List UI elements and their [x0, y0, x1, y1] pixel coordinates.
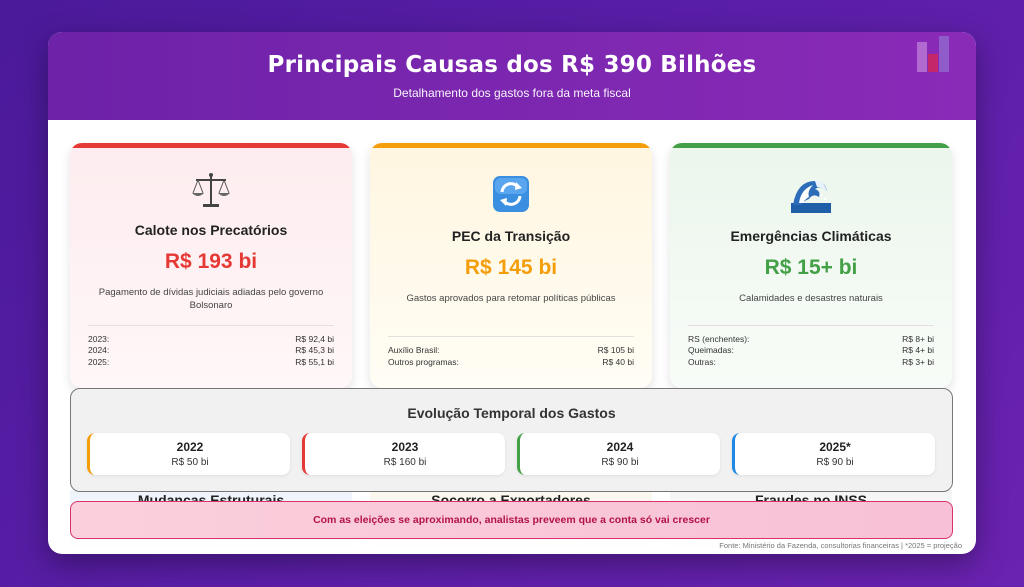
cause-amount: R$ 15+ bi: [764, 256, 858, 279]
breakdown-row: Auxílio Brasil: R$ 105 bi: [388, 345, 634, 355]
cause-amount: R$ 193 bi: [164, 250, 258, 273]
cause-title: PEC da Transição: [451, 228, 571, 244]
cause-description: Pagamento de dívidas judiciais adiadas p…: [98, 287, 324, 311]
breakdown-row: Outras: R$ 3+ bi: [688, 356, 934, 367]
year-label: 2023: [391, 440, 419, 454]
cause-description: Gastos aprovados para retomar políticas …: [406, 293, 616, 304]
year-card-2022: 2022 R$ 50 bi: [87, 433, 290, 475]
cause-card-precatorios: Calote nos Precatórios R$ 193 bi Pagamen…: [70, 143, 352, 388]
breakdown-row: 2025: R$ 55,1 bi: [88, 356, 334, 367]
cause-amount: R$ 145 bi: [464, 256, 558, 279]
cause-breakdown: 2023: R$ 92,4 bi 2024: R$ 45,3 bi 2025: R$ …: [88, 324, 334, 369]
year-value: R$ 50 bi: [171, 457, 209, 468]
bar-chart-icon: [916, 34, 950, 72]
cause-card-emergencias: Emergências Climáticas R$ 15+ bi Calamid…: [670, 143, 952, 388]
header: Principais Causas dos R$ 390 Bilhões Det…: [48, 32, 976, 120]
year-label: 2024: [606, 440, 634, 454]
causes-grid: Calote nos Precatórios R$ 193 bi Pagamen…: [70, 143, 953, 388]
cause-title: Calote nos Precatórios: [134, 222, 288, 238]
year-value: R$ 90 bi: [816, 457, 854, 468]
timeline-years: 2022 R$ 50 bi 2023 R$ 160 bi 2024 R$ 90 …: [87, 433, 936, 475]
year-label: 2025*: [819, 440, 851, 454]
refresh-arrows-icon: [370, 174, 652, 214]
breakdown-row: Queimadas: R$ 4+ bi: [688, 345, 934, 355]
year-label: 2022: [176, 440, 204, 454]
cause-accent-bar: [70, 143, 352, 148]
timeline-title: Evolução Temporal dos Gastos: [407, 405, 616, 421]
cause-description: Calamidades e desastres naturais: [739, 293, 883, 304]
cause-accent-bar: [670, 143, 952, 148]
page-subtitle: Detalhamento dos gastos fora da meta fis…: [393, 86, 631, 100]
breakdown-row: 2023: R$ 92,4 bi: [88, 333, 334, 344]
year-card-2023: 2023 R$ 160 bi: [302, 433, 505, 475]
cause-accent-bar: [370, 143, 652, 148]
breakdown-row: Outros programas: R$ 40 bi: [388, 356, 634, 367]
balance-scale-icon: [70, 170, 352, 210]
source-note: Fonte: Ministério da Fazenda, consultori…: [719, 541, 962, 550]
breakdown-row: 2024: R$ 45,3 bi: [88, 345, 334, 355]
year-value: R$ 160 bi: [383, 457, 427, 468]
page-title: Principais Causas dos R$ 390 Bilhões: [267, 52, 757, 78]
year-value: R$ 90 bi: [601, 457, 639, 468]
cause-breakdown: RS (enchentes): R$ 8+ bi Queimadas: R$ 4+ …: [688, 324, 934, 369]
year-card-2024: 2024 R$ 90 bi: [517, 433, 720, 475]
cause-breakdown: Auxílio Brasil: R$ 105 bi Outros programa…: [388, 336, 634, 368]
timeline-panel: Evolução Temporal dos Gastos 2022 R$ 50 …: [70, 388, 953, 492]
breakdown-row: RS (enchentes): R$ 8+ bi: [688, 333, 934, 344]
cause-card-pec-transicao: PEC da Transição R$ 145 bi Gastos aprova…: [370, 143, 652, 388]
cause-title: Emergências Climáticas: [730, 228, 892, 244]
water-wave-icon: [670, 174, 952, 214]
infographic-card: Principais Causas dos R$ 390 Bilhões Det…: [48, 32, 976, 554]
year-card-2025: 2025* R$ 90 bi: [732, 433, 935, 475]
alert-banner: Com as eleições se aproximando, analista…: [70, 501, 953, 539]
